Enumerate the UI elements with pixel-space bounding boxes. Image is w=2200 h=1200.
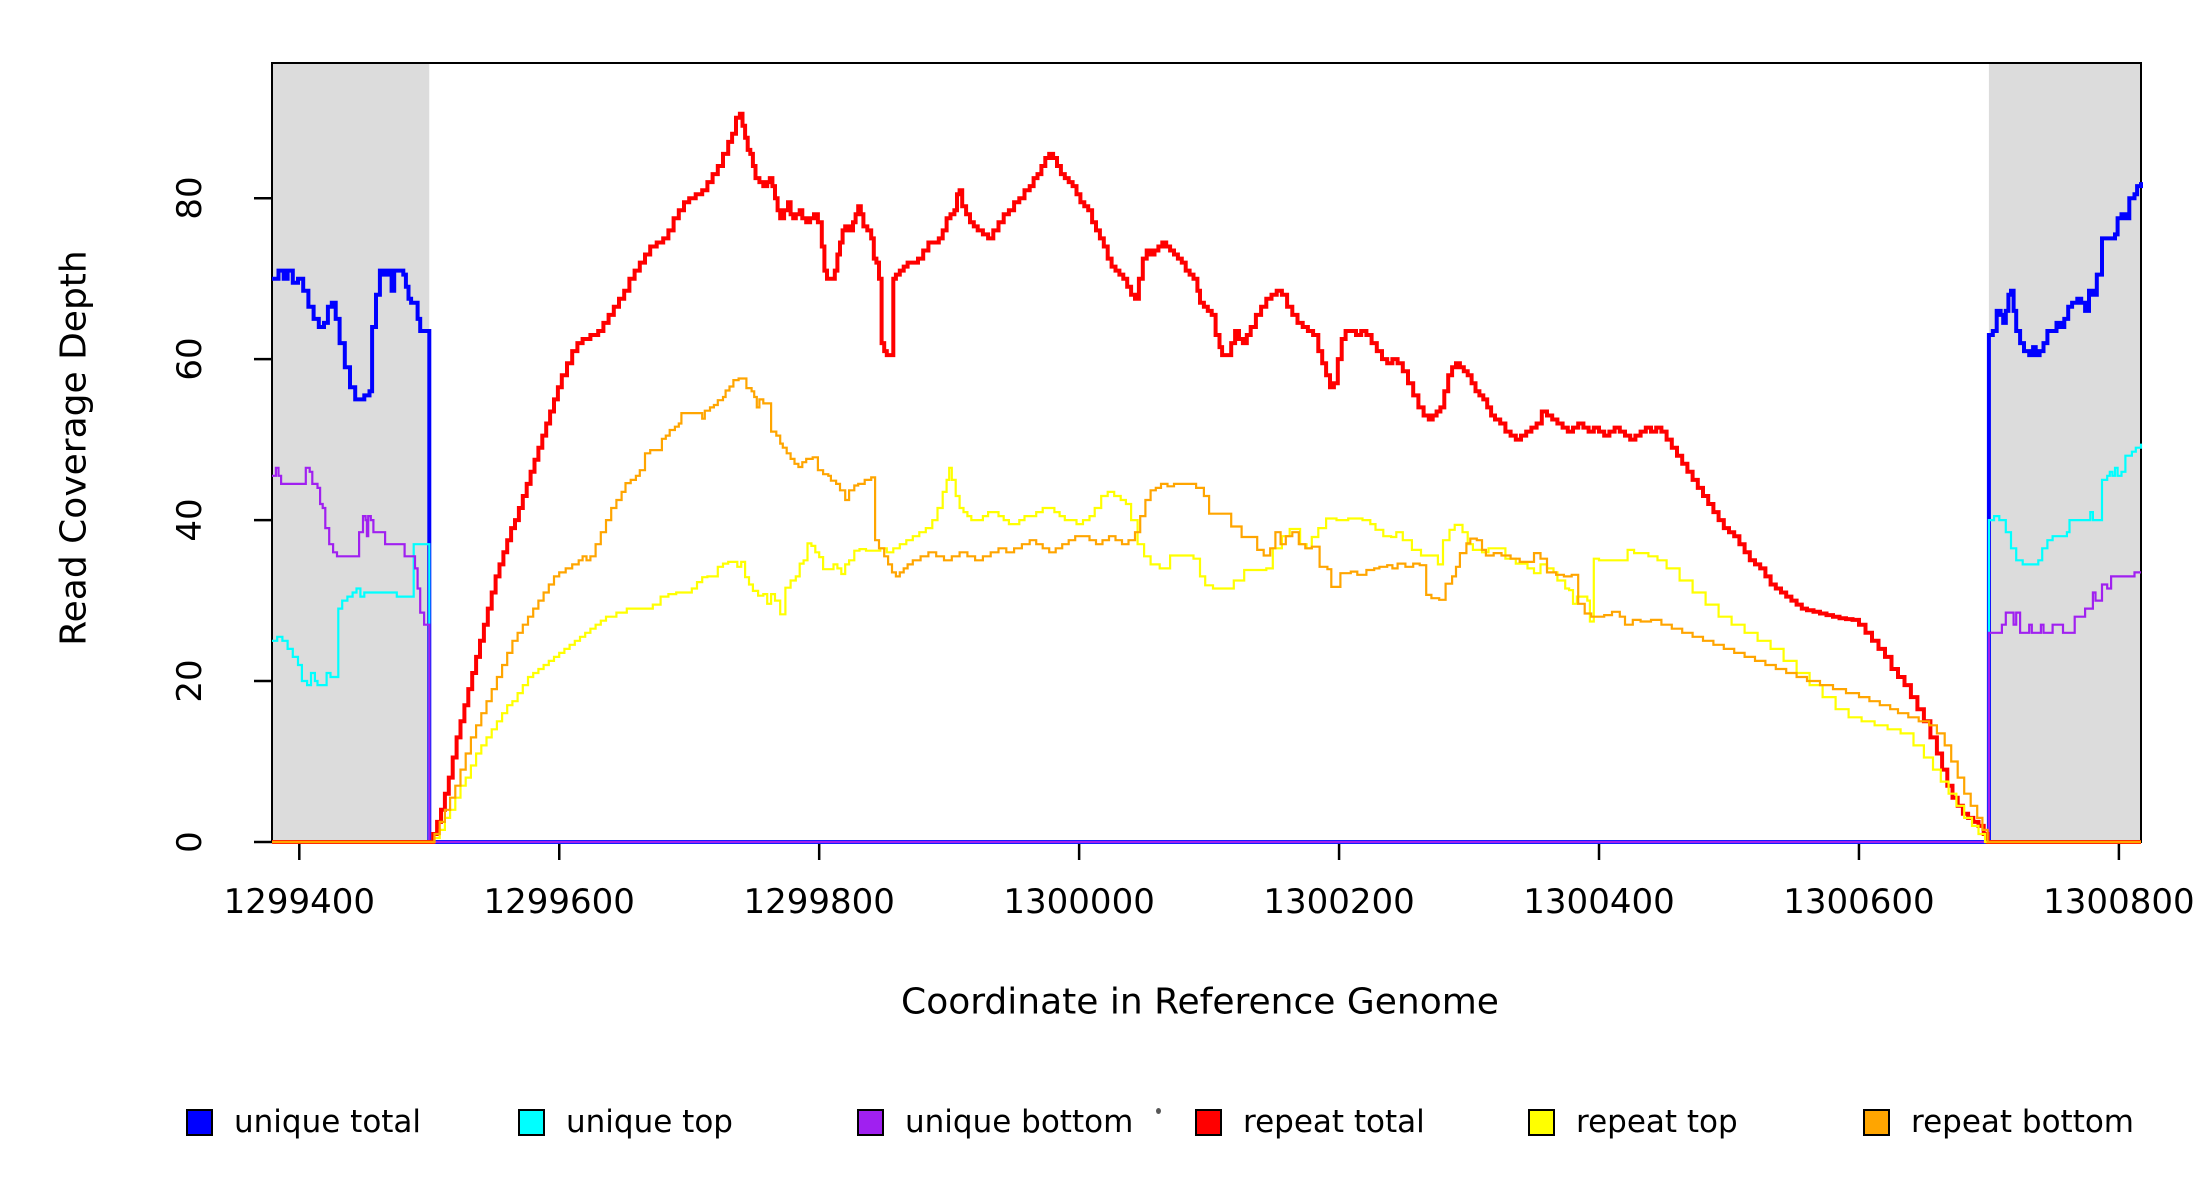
x-tick-label: 1299600 [483, 882, 635, 922]
repeat-top-swatch-icon [1528, 1108, 1555, 1136]
x-tick-label: 1300200 [1263, 882, 1415, 922]
legend-label: unique bottom [905, 1104, 1134, 1140]
x-tick-label: 1300400 [1523, 882, 1675, 922]
series-unique-top [272, 443, 2143, 844]
x-tick-label: 1300600 [1783, 882, 1935, 922]
x-tick-label: 1299400 [223, 882, 375, 922]
unique-bottom-swatch-icon [857, 1108, 884, 1136]
legend-label: repeat top [1576, 1104, 1738, 1140]
unique-top-swatch-icon [518, 1108, 545, 1136]
legend-label: repeat total [1243, 1104, 1425, 1140]
series-unique-total [272, 182, 2143, 844]
series-repeat-total [272, 111, 2141, 844]
legend-item-unique-top: unique top [518, 1104, 733, 1140]
legend-item-repeat-top: repeat top [1528, 1104, 1738, 1140]
shaded-region [1988, 63, 2141, 842]
y-axis-title: Read Coverage Depth [53, 250, 95, 646]
stray-mark [1156, 1108, 1161, 1114]
series-unique-bottom [272, 466, 2141, 844]
unique-total-swatch-icon [186, 1108, 213, 1136]
legend-label: unique top [566, 1104, 733, 1140]
y-tick-label: 0 [170, 831, 210, 853]
y-tick-label: 40 [170, 498, 210, 542]
y-tick-label: 60 [170, 337, 210, 381]
shaded-region [272, 63, 430, 842]
x-tick-label: 1299800 [743, 882, 895, 922]
legend-item-repeat-bottom: repeat bottom [1863, 1104, 2134, 1140]
y-tick-label: 80 [170, 176, 210, 220]
legend-item-unique-total: unique total [186, 1104, 421, 1140]
repeat-total-swatch-icon [1195, 1108, 1222, 1136]
x-tick-label: 1300800 [2043, 882, 2195, 922]
series-repeat-top [272, 466, 2141, 844]
plot-box [271, 62, 2142, 843]
legend-item-repeat-total: repeat total [1195, 1104, 1425, 1140]
x-tick-label: 1300000 [1003, 882, 1155, 922]
x-axis-title: Coordinate in Reference Genome [901, 981, 1499, 1023]
legend-item-unique-bottom: unique bottom [857, 1104, 1133, 1140]
repeat-bottom-swatch-icon [1863, 1108, 1890, 1136]
series-repeat-bottom [272, 377, 2141, 844]
legend-label: unique total [234, 1104, 422, 1140]
y-tick-label: 20 [170, 659, 210, 703]
legend-label: repeat bottom [1911, 1104, 2135, 1140]
